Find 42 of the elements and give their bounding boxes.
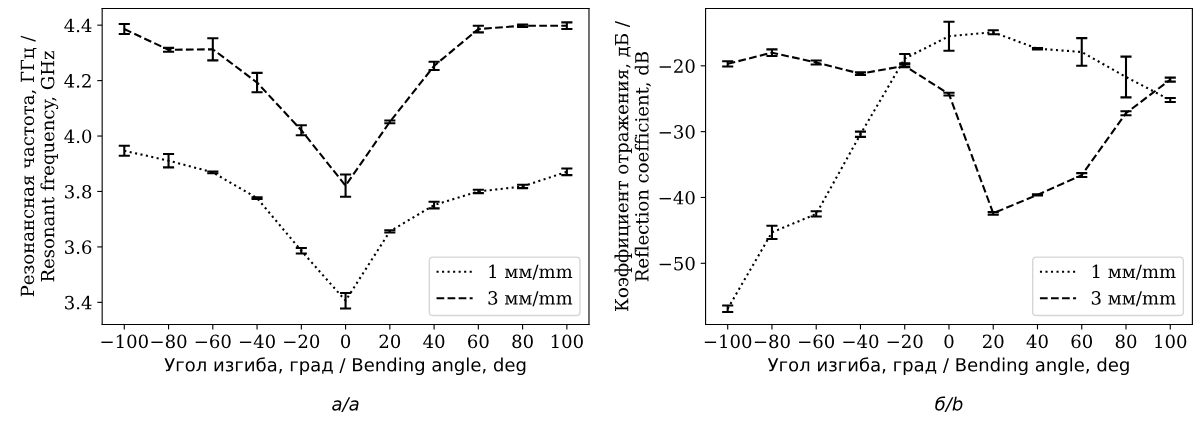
x-tick-label: 80 bbox=[1115, 334, 1137, 349]
y-tick-label: 4.2 bbox=[64, 74, 91, 88]
y-axis-title: Резонансная частота, ГГц / Resonant frequency, GHz bbox=[20, 35, 59, 297]
x-tick-label: 0 bbox=[341, 334, 351, 349]
y-tick-label: 3.8 bbox=[65, 184, 92, 199]
x-tick-label: 20 bbox=[379, 334, 401, 349]
x-tick-label: 100 bbox=[1155, 334, 1187, 349]
x-tick-label: −80 bbox=[151, 334, 187, 349]
x-tick-label: −100 bbox=[101, 334, 148, 349]
x-tick-label: −60 bbox=[799, 334, 835, 349]
x-tick-label: 100 bbox=[551, 334, 583, 349]
y-tick-label: 4.0 bbox=[64, 129, 92, 144]
text: б/b bbox=[935, 396, 963, 413]
x-tick-label: 60 bbox=[1071, 334, 1093, 349]
x-axis-title: Угол изгиба, град / Bending angle, deg bbox=[164, 357, 526, 376]
y-tick-label: 3.4 bbox=[65, 295, 92, 310]
x-tick-label: −100 bbox=[704, 334, 752, 349]
legend-label: 1 мм/mm bbox=[1092, 264, 1176, 280]
y-tick-label: −40 bbox=[659, 190, 695, 205]
x-tick-label: −20 bbox=[887, 334, 923, 349]
x-tick-label: −20 bbox=[284, 334, 320, 349]
x-tick-label: −80 bbox=[754, 334, 790, 349]
x-tick-label: 20 bbox=[982, 334, 1004, 349]
legend-label: 3 мм/mm bbox=[488, 291, 573, 307]
x-tick-label: −40 bbox=[843, 334, 879, 349]
x-tick-label: 40 bbox=[1026, 334, 1048, 349]
y-tick-label: 3.6 bbox=[65, 240, 92, 255]
x-tick-label: 80 bbox=[512, 334, 533, 349]
y-tick-label: 4.4 bbox=[64, 18, 92, 33]
x-tick-label: −60 bbox=[195, 334, 231, 349]
y-axis-title: Коэффициент отражения, дБ / Reflection coefficient, dB bbox=[614, 21, 651, 312]
x-axis-title: Угол изгиба, град / Bending angle, deg bbox=[767, 357, 1129, 376]
y-tick-label: −30 bbox=[659, 125, 695, 139]
legend-label: 1 мм/mm bbox=[489, 264, 573, 280]
text: а/a bbox=[332, 397, 359, 413]
y-tick-label: −20 bbox=[659, 59, 695, 73]
x-tick-label: 60 bbox=[468, 334, 489, 349]
x-tick-label: 0 bbox=[944, 334, 954, 349]
x-tick-label: 40 bbox=[423, 334, 445, 349]
y-tick-label: −50 bbox=[659, 256, 695, 271]
legend-label: 3 мм/mm bbox=[1091, 291, 1176, 307]
x-tick-label: −40 bbox=[239, 334, 275, 349]
